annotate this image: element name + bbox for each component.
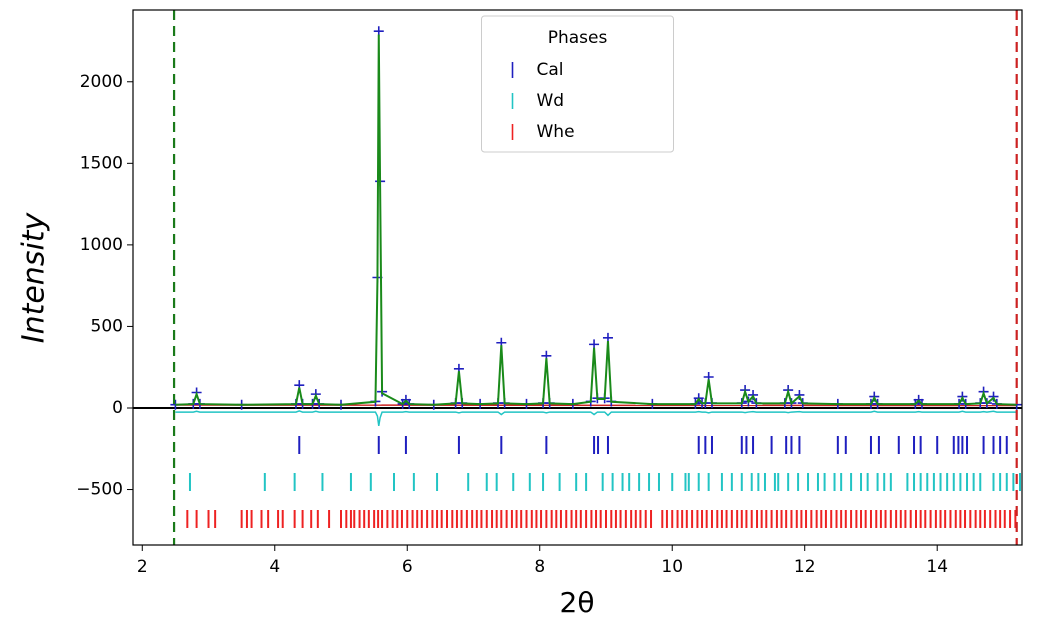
axes-frame bbox=[132, 9, 1023, 546]
plot-content bbox=[133, 10, 1022, 545]
y-tick-label: 2000 bbox=[80, 72, 123, 92]
calculated-line bbox=[175, 34, 1017, 406]
x-tick-label: 10 bbox=[661, 557, 683, 577]
legend-label: Cal bbox=[537, 60, 564, 80]
x-tick-label: 6 bbox=[402, 557, 413, 577]
y-tick-label: −500 bbox=[76, 480, 123, 500]
y-tick-label: 500 bbox=[91, 316, 123, 336]
difference-line bbox=[175, 410, 1017, 427]
legend-label: Whe bbox=[537, 122, 575, 142]
y-tick-label: 1000 bbox=[80, 235, 123, 255]
y-axis-label: Intensity bbox=[17, 211, 52, 343]
x-tick-label: 4 bbox=[269, 557, 280, 577]
y-tick-label: 0 bbox=[112, 398, 123, 418]
legend-label: Wd bbox=[537, 91, 565, 111]
x-tick-label: 8 bbox=[534, 557, 545, 577]
x-tick-label: 12 bbox=[794, 557, 816, 577]
legend-title: Phases bbox=[548, 28, 608, 48]
y-tick-label: 1500 bbox=[80, 153, 123, 173]
x-tick-label: 2 bbox=[137, 557, 148, 577]
plot-area bbox=[133, 10, 1022, 545]
x-axis-label: 2θ bbox=[560, 586, 595, 619]
legend-box bbox=[481, 15, 674, 153]
x-tick-label: 14 bbox=[926, 557, 948, 577]
